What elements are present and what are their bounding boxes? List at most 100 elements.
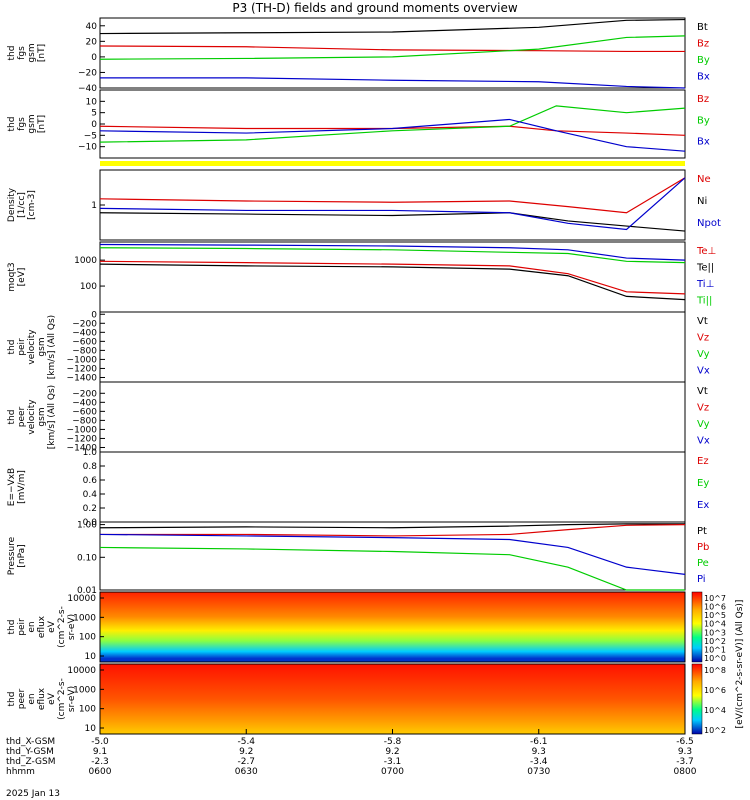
- y-tick-label: 5: [91, 109, 97, 119]
- y-label-line: thd: [7, 620, 17, 635]
- y-label-line: gsm: [27, 43, 37, 62]
- panel-peir_en_eflux: 1000010001001010^710^610^510^410^310^210…: [7, 591, 726, 663]
- y-label-line: [nPa]: [17, 544, 27, 567]
- legend-entry: By: [697, 115, 710, 126]
- footer-value: -5.8: [384, 737, 402, 747]
- panel-frame: [99, 521, 686, 591]
- footer-value: -5.0: [91, 737, 109, 747]
- y-tick-label: −1000: [67, 425, 98, 435]
- y-label-line: thd: [7, 117, 17, 132]
- footer-row-label: thd_Y-GSM: [6, 747, 54, 757]
- panel-density: 1 Ne Ni Npot Density [1/cc] [cm-3]: [7, 169, 721, 241]
- colorbar-tick-label: 10^3: [704, 628, 726, 637]
- y-label-line: peer: [17, 406, 27, 427]
- y-axis-label: moqt3 [eV]: [7, 262, 27, 291]
- colorbar: [691, 591, 703, 663]
- legend-entry: Vy: [697, 349, 710, 360]
- series-line-Ne: [99, 177, 686, 214]
- legend-entry: Npot: [697, 218, 721, 229]
- y-tick-label: 0.10: [77, 553, 97, 563]
- y-label-line: velocity: [27, 399, 37, 435]
- y-axis-label: Density [1/cc] [cm-3]: [7, 187, 37, 222]
- colorbar-unit-text: [eV/(cm^2-s-sr-eV)] (All Qs)]: [735, 600, 745, 729]
- y-axis-label: thd peir velocity gsm [km/s] (All Qs): [7, 315, 57, 379]
- y-tick-label: 1000: [73, 685, 96, 695]
- y-label-line: [cm-3]: [27, 190, 37, 220]
- footer-row-label: thd_X-GSM: [6, 737, 55, 747]
- legend-entry: Ne: [697, 174, 711, 185]
- panel-frame: [99, 169, 686, 241]
- colorbar-unit-label: [eV/(cm^2-s-sr-eV)] (All Qs)]: [735, 600, 745, 729]
- y-label-line: eV: [47, 620, 57, 633]
- legend-entry: Vx: [697, 366, 710, 377]
- footer-row-label: hhmm: [6, 767, 35, 777]
- y-tick-label: 1: [91, 201, 97, 211]
- colorbar-tick-label: 10^7: [704, 594, 726, 603]
- series-line-Ni: [99, 212, 686, 232]
- footer-value: -2.3: [91, 757, 109, 767]
- legend-entry: Vz: [697, 403, 709, 414]
- legend-entry: Vt: [697, 386, 708, 397]
- flag-bar: [100, 161, 685, 166]
- series-line-Te⊥: [99, 260, 686, 295]
- footer-value: -5.4: [237, 737, 255, 747]
- legend-entry: Pe: [697, 558, 709, 569]
- y-tick-label: 20: [86, 37, 98, 47]
- y-label-line: en: [27, 693, 37, 704]
- y-tick-label: 0: [91, 120, 97, 130]
- panel-peer_velocity: −200−400−600−800−1000−1200−1400 Vt Vz Vy Vx t…: [7, 381, 710, 453]
- series-line-Pi: [99, 533, 686, 575]
- legend-entry: Ti⊥: [696, 279, 714, 290]
- legend-entry: Pb: [697, 542, 709, 553]
- legend-entry: Pi: [697, 574, 706, 585]
- y-tick-label: 10: [86, 97, 98, 107]
- footer-value: 9.3: [678, 747, 692, 757]
- y-label-line: [km/s] (All Qs): [47, 385, 57, 449]
- series-line-By: [99, 105, 686, 143]
- y-label-line: sr-eV): [67, 614, 77, 640]
- panel-pressure: 1.00 0.10 0.01 Pt Pb Pe Pi Pressure [nPa]: [7, 521, 709, 596]
- footer-value: -6.5: [676, 737, 694, 747]
- footer-value: 0630: [235, 767, 258, 777]
- legend-entry: Pt: [697, 526, 707, 537]
- legend-entry: Bx: [697, 72, 710, 83]
- colorbar-tick-label: 10^0: [704, 654, 726, 663]
- panel-frame: [99, 591, 686, 663]
- y-tick-label: −40: [78, 84, 97, 94]
- y-axis-label: thd peer velocity gsm [km/s] (All Qs): [7, 385, 57, 449]
- y-label-line: (cm^2-s-: [57, 678, 67, 720]
- y-tick-label: −1200: [67, 434, 98, 444]
- colorbar-tick-label: 10^6: [704, 686, 726, 695]
- y-tick-label: −10: [78, 143, 97, 153]
- y-label-line: [1/cc]: [17, 192, 27, 218]
- y-tick-label: 0.8: [83, 462, 98, 472]
- legend-entry: Ey: [697, 478, 709, 489]
- footer-value: 0700: [381, 767, 404, 777]
- y-label-line: sr-eV): [67, 686, 77, 712]
- panel-frame: [99, 241, 686, 313]
- colorbar-tick-label: 10^2: [704, 637, 726, 646]
- footer-value: 9.1: [93, 747, 107, 757]
- colorbar: [691, 663, 703, 735]
- y-label-line: Density: [7, 187, 17, 222]
- colorbar-tick-label: 10^4: [704, 620, 726, 629]
- legend-entry: Bx: [697, 137, 710, 148]
- y-label-line: eV: [47, 692, 57, 705]
- panel-frame: [99, 381, 686, 453]
- legend-entry: Bt: [697, 22, 708, 33]
- y-axis-label: Pressure [nPa]: [7, 536, 27, 575]
- panel-peer_en_eflux: 10000 1000 100 10 10^8 10^6 10^4 10^2 thd peer en e…: [7, 663, 726, 735]
- legend-entry: Bz: [697, 94, 709, 105]
- footer-row-label: thd_Z-GSM: [6, 757, 55, 767]
- y-label-line: [eV]: [17, 268, 27, 287]
- y-label-line: thd: [7, 410, 17, 425]
- y-tick-label: −800: [72, 346, 97, 356]
- footer-value: -3.4: [530, 757, 548, 767]
- y-tick-label: 0.6: [83, 476, 98, 486]
- panel-frame: [99, 89, 686, 159]
- series-line-Ti||: [99, 247, 686, 264]
- y-label-line: thd: [7, 340, 17, 355]
- ephemeris-footer: -5.09.1-2.30600-5.49.2-2.70630-5.89.2-3.…: [6, 600, 745, 777]
- legend-entry: Ni: [697, 196, 707, 207]
